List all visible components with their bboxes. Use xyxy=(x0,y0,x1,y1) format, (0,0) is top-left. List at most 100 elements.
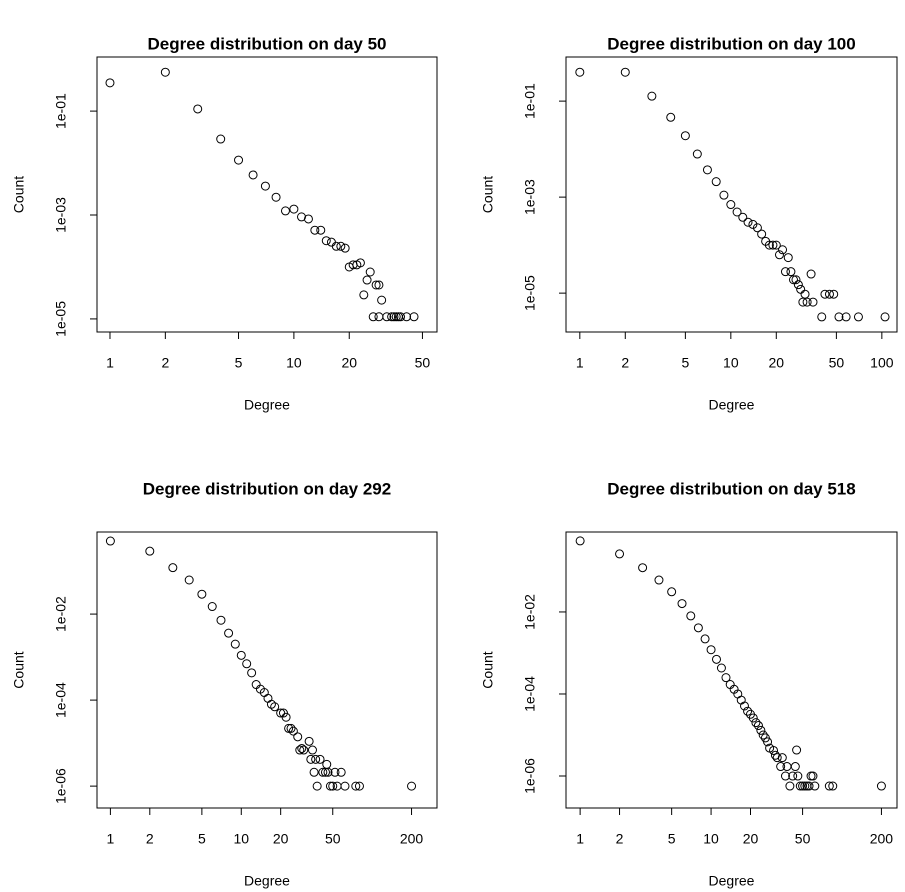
point xyxy=(680,131,690,141)
point xyxy=(105,536,115,546)
point xyxy=(368,312,378,322)
point xyxy=(756,725,766,735)
point xyxy=(316,225,326,235)
point xyxy=(145,546,155,556)
point xyxy=(330,767,340,777)
x-tick-label: 20 xyxy=(769,355,785,371)
point xyxy=(638,563,648,573)
point xyxy=(732,207,742,217)
panel: Degree distribution on day 50 1 2 5 10 20 50 1e… xyxy=(11,34,438,413)
point xyxy=(748,713,758,723)
point xyxy=(752,223,762,233)
x-tick-label: 200 xyxy=(400,831,424,847)
point xyxy=(374,280,384,290)
point xyxy=(207,602,217,612)
x-tick-label: 5 xyxy=(198,831,206,847)
point xyxy=(792,745,802,755)
point xyxy=(365,267,375,277)
x-tick-label: 50 xyxy=(325,831,341,847)
point xyxy=(396,312,406,322)
point xyxy=(326,237,336,247)
point xyxy=(310,225,320,235)
x-tick-label: 10 xyxy=(286,355,302,371)
point xyxy=(371,280,381,290)
point xyxy=(743,217,753,227)
point xyxy=(798,781,808,791)
point xyxy=(711,654,721,664)
point xyxy=(325,781,335,791)
point xyxy=(808,771,818,781)
point xyxy=(778,245,788,255)
point xyxy=(216,134,226,144)
plot-box xyxy=(96,56,438,333)
point xyxy=(743,706,753,716)
point xyxy=(234,155,244,165)
point xyxy=(791,275,801,285)
point xyxy=(236,650,246,660)
point xyxy=(242,659,252,669)
point xyxy=(193,104,203,114)
point xyxy=(686,611,696,621)
point xyxy=(280,206,290,216)
point xyxy=(769,745,779,755)
point xyxy=(758,730,768,740)
point xyxy=(409,312,419,322)
point xyxy=(783,253,793,263)
point xyxy=(306,754,316,764)
y-axis-label: Count xyxy=(480,651,496,688)
point xyxy=(323,767,333,777)
point xyxy=(391,312,401,322)
point xyxy=(677,599,687,609)
y-tick-label: 1e-05 xyxy=(522,275,538,311)
point xyxy=(382,312,392,322)
point xyxy=(295,745,305,755)
point xyxy=(289,204,299,214)
point xyxy=(304,736,314,746)
chart-title: Degree distribution on day 50 xyxy=(148,34,387,53)
point xyxy=(785,781,795,791)
x-tick-label: 5 xyxy=(681,355,689,371)
point xyxy=(336,241,346,251)
point xyxy=(263,693,273,703)
point xyxy=(808,297,818,307)
point xyxy=(362,275,372,285)
point xyxy=(328,781,338,791)
y-tick-label: 1e-02 xyxy=(522,594,538,630)
point xyxy=(309,767,319,777)
point xyxy=(197,589,207,599)
point xyxy=(297,212,307,222)
point xyxy=(105,78,115,88)
point xyxy=(788,275,798,285)
point xyxy=(387,312,397,322)
point xyxy=(667,587,677,597)
point xyxy=(716,663,726,673)
point xyxy=(817,312,827,322)
plot-box xyxy=(96,531,438,809)
point xyxy=(692,149,702,159)
point xyxy=(666,112,676,122)
chart-title: Degree distribution on day 100 xyxy=(607,34,855,53)
x-tick-label: 1 xyxy=(106,355,114,371)
point xyxy=(248,170,258,180)
y-tick-label: 1e-02 xyxy=(53,596,69,632)
point xyxy=(738,212,748,222)
point xyxy=(768,240,778,250)
point xyxy=(307,745,317,755)
point xyxy=(286,723,296,733)
point xyxy=(359,290,369,300)
point xyxy=(739,701,749,711)
y-axis-label: Count xyxy=(11,176,27,213)
point xyxy=(853,312,863,322)
point xyxy=(288,726,298,736)
x-tick-label: 20 xyxy=(743,831,759,847)
x-tick-label: 2 xyxy=(146,831,154,847)
point xyxy=(575,536,585,546)
y-tick-label: 1e-03 xyxy=(53,197,69,233)
point xyxy=(270,702,280,712)
point xyxy=(693,623,703,633)
point xyxy=(266,699,276,709)
x-tick-label: 5 xyxy=(235,355,243,371)
point xyxy=(168,563,178,573)
x-axis-label: Degree xyxy=(709,873,755,889)
